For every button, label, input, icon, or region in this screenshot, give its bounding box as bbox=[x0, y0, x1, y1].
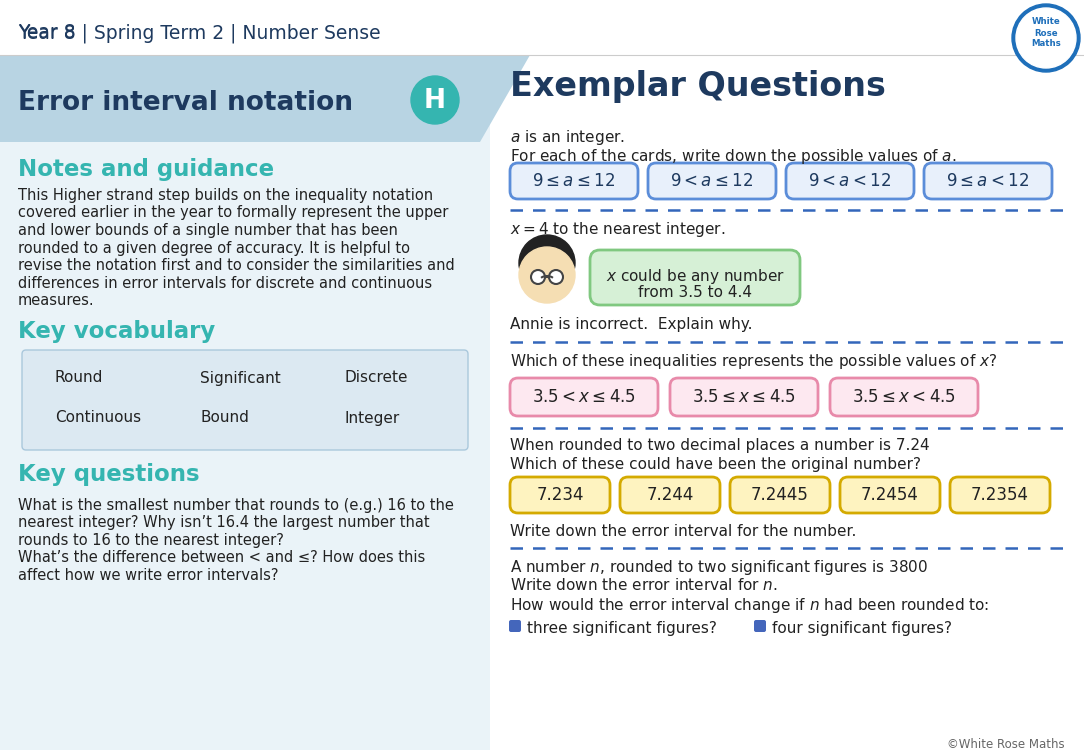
Text: Write down the error interval for the number.: Write down the error interval for the nu… bbox=[509, 524, 856, 539]
Text: differences in error intervals for discrete and continuous: differences in error intervals for discr… bbox=[18, 275, 433, 290]
Text: Which of these could have been the original number?: Which of these could have been the origi… bbox=[509, 457, 921, 472]
FancyBboxPatch shape bbox=[620, 477, 720, 513]
Text: Year 8: Year 8 bbox=[18, 23, 81, 43]
Text: Which of these inequalities represents the possible values of $x$?: Which of these inequalities represents t… bbox=[509, 352, 997, 371]
Text: Discrete: Discrete bbox=[345, 370, 409, 386]
Text: revise the notation first and to consider the similarities and: revise the notation first and to conside… bbox=[18, 258, 455, 273]
Text: rounded to a given degree of accuracy. It is helpful to: rounded to a given degree of accuracy. I… bbox=[18, 241, 410, 256]
Text: covered earlier in the year to formally represent the upper: covered earlier in the year to formally … bbox=[18, 206, 449, 220]
Text: Continuous: Continuous bbox=[55, 410, 141, 425]
Text: $3.5 \leq x < 4.5$: $3.5 \leq x < 4.5$ bbox=[852, 388, 956, 406]
FancyBboxPatch shape bbox=[590, 250, 800, 305]
Circle shape bbox=[519, 235, 575, 291]
Text: $9 < a < 12$: $9 < a < 12$ bbox=[809, 172, 891, 190]
FancyBboxPatch shape bbox=[754, 620, 766, 632]
Circle shape bbox=[519, 247, 575, 303]
Circle shape bbox=[1012, 4, 1080, 72]
Circle shape bbox=[1016, 8, 1076, 68]
Text: Integer: Integer bbox=[345, 410, 400, 425]
Text: What’s the difference between < and ≤? How does this: What’s the difference between < and ≤? H… bbox=[18, 550, 425, 566]
Text: When rounded to two decimal places a number is 7.24: When rounded to two decimal places a num… bbox=[509, 438, 930, 453]
Text: rounds to 16 to the nearest integer?: rounds to 16 to the nearest integer? bbox=[18, 533, 284, 548]
Text: 7.2354: 7.2354 bbox=[971, 486, 1029, 504]
Text: 7.234: 7.234 bbox=[537, 486, 584, 504]
Text: $x = 4$ to the nearest integer.: $x = 4$ to the nearest integer. bbox=[509, 220, 725, 239]
Text: $3.5 < x \leq 4.5$: $3.5 < x \leq 4.5$ bbox=[532, 388, 636, 406]
Text: A number $n$, rounded to two significant figures is 3800: A number $n$, rounded to two significant… bbox=[509, 558, 928, 577]
Circle shape bbox=[549, 270, 563, 284]
Circle shape bbox=[411, 76, 459, 124]
FancyBboxPatch shape bbox=[509, 378, 658, 416]
Text: Write down the error interval for $n$.: Write down the error interval for $n$. bbox=[509, 577, 777, 593]
FancyBboxPatch shape bbox=[786, 163, 914, 199]
Text: This Higher strand step builds on the inequality notation: This Higher strand step builds on the in… bbox=[18, 188, 434, 203]
Text: $3.5 \leq x \leq 4.5$: $3.5 \leq x \leq 4.5$ bbox=[692, 388, 796, 406]
Text: 7.2454: 7.2454 bbox=[861, 486, 919, 504]
FancyBboxPatch shape bbox=[648, 163, 776, 199]
Circle shape bbox=[531, 270, 545, 284]
Text: $x$ could be any number: $x$ could be any number bbox=[606, 267, 785, 286]
FancyBboxPatch shape bbox=[924, 163, 1051, 199]
Text: Significant: Significant bbox=[201, 370, 281, 386]
Text: Maths: Maths bbox=[1031, 40, 1061, 49]
Text: White: White bbox=[1032, 17, 1060, 26]
Text: Bound: Bound bbox=[201, 410, 249, 425]
Text: ©White Rose Maths: ©White Rose Maths bbox=[947, 738, 1064, 750]
FancyBboxPatch shape bbox=[830, 378, 978, 416]
FancyBboxPatch shape bbox=[22, 350, 468, 450]
Text: Round: Round bbox=[55, 370, 103, 386]
Text: three significant figures?: three significant figures? bbox=[527, 621, 717, 636]
Text: $a$ is an integer.: $a$ is an integer. bbox=[509, 128, 625, 147]
Bar bbox=[0, 0, 1084, 55]
Text: Exemplar Questions: Exemplar Questions bbox=[509, 70, 886, 103]
Text: Key vocabulary: Key vocabulary bbox=[18, 320, 216, 343]
FancyBboxPatch shape bbox=[730, 477, 830, 513]
Text: Year 8 | Spring Term 2 | Number Sense: Year 8 | Spring Term 2 | Number Sense bbox=[18, 23, 380, 43]
Text: 7.244: 7.244 bbox=[646, 486, 694, 504]
Text: Key questions: Key questions bbox=[18, 463, 199, 486]
Text: $9 < a \leq 12$: $9 < a \leq 12$ bbox=[670, 172, 753, 190]
Bar bbox=[0, 55, 490, 750]
Text: Notes and guidance: Notes and guidance bbox=[18, 158, 274, 181]
Text: For each of the cards, write down the possible values of $a$.: For each of the cards, write down the po… bbox=[509, 147, 956, 166]
FancyBboxPatch shape bbox=[509, 163, 638, 199]
Text: Error interval notation: Error interval notation bbox=[18, 90, 353, 116]
FancyBboxPatch shape bbox=[840, 477, 940, 513]
Text: $9 \leq a < 12$: $9 \leq a < 12$ bbox=[946, 172, 1030, 190]
Text: What is the smallest number that rounds to (e.g.) 16 to the: What is the smallest number that rounds … bbox=[18, 498, 454, 513]
Text: Rose: Rose bbox=[1034, 28, 1058, 38]
Text: H: H bbox=[424, 88, 446, 114]
Text: $9 \leq a \leq 12$: $9 \leq a \leq 12$ bbox=[532, 172, 616, 190]
Text: 7.2445: 7.2445 bbox=[751, 486, 809, 504]
Text: measures.: measures. bbox=[18, 293, 94, 308]
Text: and lower bounds of a single number that has been: and lower bounds of a single number that… bbox=[18, 223, 398, 238]
Text: from 3.5 to 4.4: from 3.5 to 4.4 bbox=[638, 285, 752, 300]
FancyBboxPatch shape bbox=[950, 477, 1050, 513]
FancyBboxPatch shape bbox=[509, 620, 521, 632]
Text: four significant figures?: four significant figures? bbox=[772, 621, 952, 636]
Text: affect how we write error intervals?: affect how we write error intervals? bbox=[18, 568, 279, 583]
Text: Annie is incorrect.  Explain why.: Annie is incorrect. Explain why. bbox=[509, 317, 752, 332]
Polygon shape bbox=[0, 55, 530, 142]
FancyBboxPatch shape bbox=[509, 477, 610, 513]
Text: How would the error interval change if $n$ had been rounded to:: How would the error interval change if $… bbox=[509, 596, 990, 615]
Text: nearest integer? Why isn’t 16.4 the largest number that: nearest integer? Why isn’t 16.4 the larg… bbox=[18, 515, 429, 530]
FancyBboxPatch shape bbox=[670, 378, 818, 416]
